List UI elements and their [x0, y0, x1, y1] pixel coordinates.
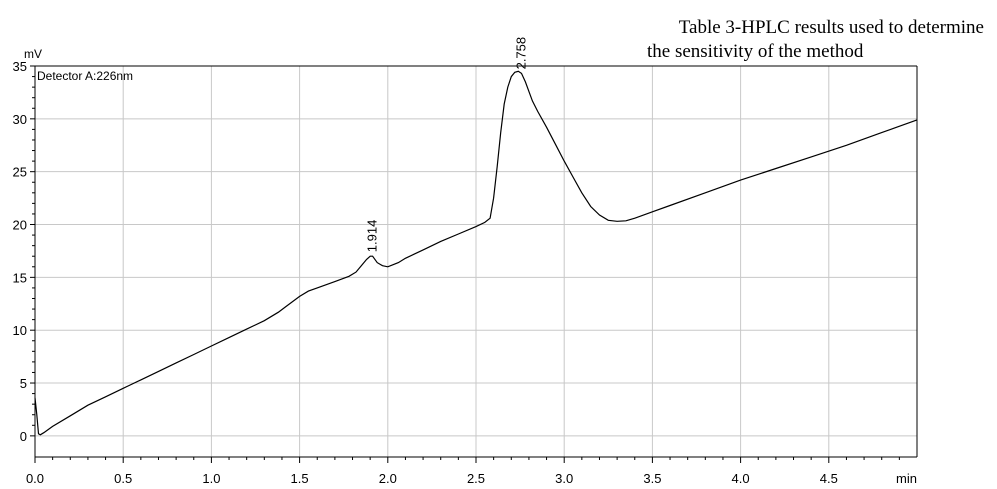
y-tick-label: 5: [20, 376, 27, 391]
grid-lines: [35, 66, 917, 457]
caption-line-2: the sensitivity of the method: [647, 41, 864, 62]
x-tick-label: 1.0: [202, 471, 220, 486]
x-tick-label: 2.5: [467, 471, 485, 486]
x-axis-unit-label: min: [896, 471, 917, 486]
detector-label: Detector A:226nm: [37, 69, 133, 83]
y-tick-label: 30: [13, 112, 27, 127]
y-tick-label: 10: [13, 323, 27, 338]
y-tick-label: 35: [13, 59, 27, 74]
x-tick-label: 2.0: [379, 471, 397, 486]
x-tick-label: 3.5: [643, 471, 661, 486]
label-group: 1.914 2.758: [365, 37, 529, 252]
series-group: [34, 70, 918, 436]
axis-ticks: 0 5 10 15 20 25 30 35 0.0 0.5 1.0 1.5 2.0 2.5 3.0 3.5 4.…: [13, 59, 900, 486]
y-axis-unit-label: mV: [24, 47, 42, 61]
x-tick-label: 0.0: [26, 471, 44, 486]
x-tick-label: 3.0: [555, 471, 573, 486]
y-tick-label: 25: [13, 165, 27, 180]
figure-caption: Table 3-HPLC results used to determine t…: [520, 16, 990, 64]
peak-label: 2.758: [514, 37, 529, 70]
x-tick-label: 1.5: [291, 471, 309, 486]
y-tick-label: 20: [13, 218, 27, 233]
caption-line-1: Table 3-HPLC results used to determine: [678, 17, 984, 38]
x-tick-label: 0.5: [114, 471, 132, 486]
chromatogram-trace: [34, 70, 918, 436]
y-tick-label: 0: [20, 429, 27, 444]
x-tick-label: 4.5: [820, 471, 838, 486]
x-tick-label: 4.0: [732, 471, 750, 486]
y-tick-label: 15: [13, 270, 27, 285]
peak-label: 1.914: [365, 220, 380, 253]
